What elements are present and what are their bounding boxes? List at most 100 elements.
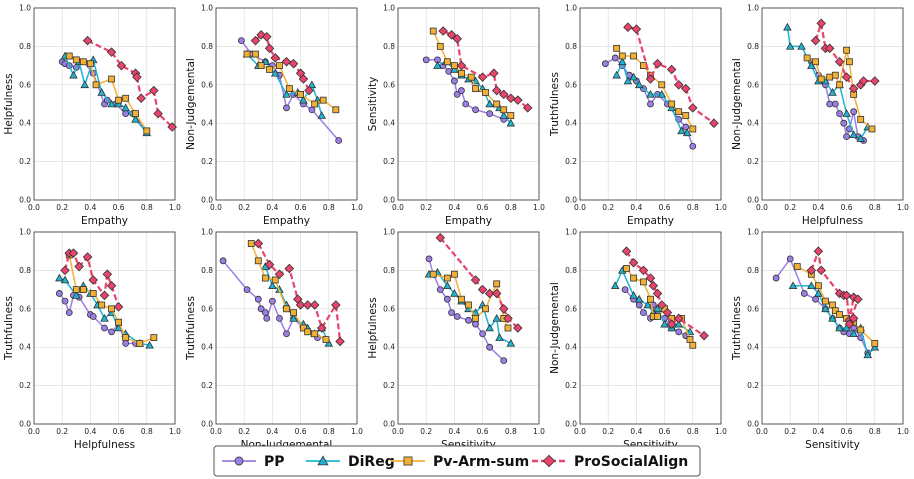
y-tick-label: 0.8 (19, 42, 31, 51)
x-tick-label: 0.2 (602, 427, 614, 436)
y-tick-label: 0.2 (19, 381, 31, 390)
data-point (311, 330, 319, 338)
data-point (261, 32, 272, 42)
data-point (831, 307, 839, 315)
data-point (122, 339, 130, 347)
x-tick-label: 0.0 (574, 203, 586, 212)
subplot-5: 0.00.0 0.2 0.2 0.4 0.4 0.6 0.6 0.8 0.8 1.0 1.0 Help… (731, 4, 909, 228)
series-PP (219, 257, 321, 342)
data-point (136, 339, 144, 347)
x-tick-label: 0.0 (756, 427, 768, 436)
data-point (462, 100, 470, 108)
x-tick-label: 0.2 (420, 203, 432, 212)
data-point (115, 96, 122, 104)
data-point (247, 240, 255, 247)
x-tick-label: 0.8 (869, 203, 881, 212)
subplot-8: 0.00.00.20.20.40.40.60.60.80.81.01.0Sens… (367, 228, 545, 452)
data-point (677, 126, 686, 135)
x-axis-label: Helpfulness (74, 439, 135, 451)
data-point (335, 137, 343, 144)
data-point (309, 300, 320, 310)
data-point (611, 54, 619, 62)
x-tick-label: 0.8 (505, 203, 517, 212)
data-point (513, 95, 523, 105)
plot-area (216, 232, 357, 424)
x-tick-label: 0.4 (266, 203, 278, 212)
data-point (167, 122, 177, 132)
data-point (268, 297, 276, 305)
data-point (108, 75, 115, 83)
data-point (65, 309, 73, 317)
data-point (108, 305, 115, 313)
data-point (261, 309, 269, 317)
x-tick-label: 0.0 (210, 203, 222, 212)
data-point (493, 100, 501, 108)
series-ProSocialAlign (435, 232, 523, 333)
series-ProSocialAlign (621, 246, 709, 341)
data-point (634, 294, 644, 303)
x-tick-label: 0.8 (141, 427, 153, 436)
y-tick-label: 0.0 (565, 196, 577, 205)
data-point (450, 270, 458, 278)
x-tick-label: 0.2 (56, 203, 68, 212)
data-point (662, 307, 673, 318)
legend-marker (403, 456, 413, 466)
x-axis-label: Empathy (627, 215, 674, 227)
data-point (257, 62, 265, 69)
data-point (257, 305, 265, 313)
data-point (870, 76, 880, 86)
data-point (828, 88, 837, 96)
data-point (858, 76, 869, 86)
data-point (61, 297, 69, 305)
data-point (55, 273, 64, 282)
y-tick-label: 0.4 (19, 343, 31, 352)
data-point (243, 286, 251, 294)
data-point (688, 103, 698, 113)
data-point (153, 108, 163, 119)
data-point (817, 75, 825, 83)
series-line (250, 243, 327, 341)
data-point (629, 72, 638, 81)
data-point (281, 56, 292, 67)
axes-frame (397, 231, 540, 425)
data-point (635, 301, 643, 309)
x-tick-label: 0.2 (56, 427, 68, 436)
data-point (506, 338, 516, 347)
x-tick-label: 1.0 (715, 203, 727, 212)
y-axis-label: Truthfulness (3, 296, 15, 361)
y-axis-label: Non-Judgemental (731, 58, 743, 150)
x-tick-label: 0.8 (323, 203, 335, 212)
data-point (485, 323, 494, 332)
y-tick-label: 0.2 (383, 381, 395, 390)
legend-item-ProSocialAlign: ProSocialAlign (532, 454, 688, 470)
y-tick-label: 1.0 (747, 228, 759, 237)
data-point (826, 73, 834, 81)
y-tick-label: 0.8 (201, 42, 213, 51)
y-axis-label: Truthfulness (549, 72, 561, 137)
data-point (136, 93, 146, 104)
y-tick-label: 0.4 (19, 119, 31, 128)
data-point (822, 297, 829, 305)
data-point (506, 118, 516, 127)
data-point (786, 255, 794, 263)
data-point (316, 323, 327, 333)
data-point (335, 336, 345, 347)
data-point (472, 106, 479, 114)
data-point (495, 333, 504, 341)
x-tick-label: 0.6 (841, 427, 853, 436)
data-point (72, 286, 80, 294)
axes-frame (761, 231, 904, 425)
data-point (638, 265, 649, 276)
data-point (499, 111, 509, 119)
legend-label: Pv-Arm-sum (433, 454, 529, 470)
legend-marker (234, 456, 244, 466)
data-point (288, 58, 299, 69)
data-point (113, 302, 124, 312)
axes-frame (761, 7, 904, 201)
data-point (106, 280, 117, 291)
data-point (116, 60, 127, 71)
series-Pv-Arm-sum (247, 240, 330, 343)
data-point (100, 313, 109, 322)
x-tick-label: 0.6 (477, 427, 489, 436)
series-DiReg (612, 57, 692, 137)
